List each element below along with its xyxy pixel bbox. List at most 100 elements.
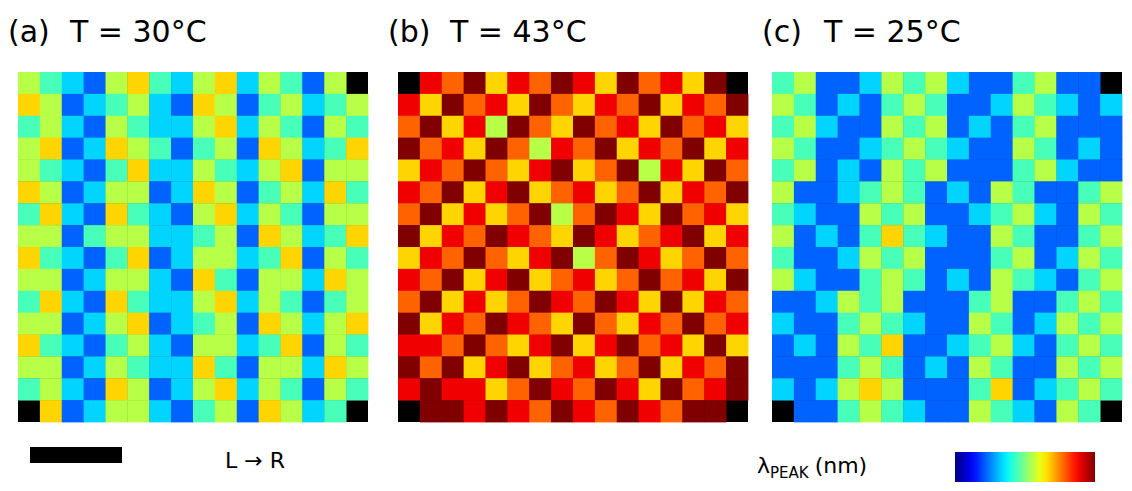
cell xyxy=(682,181,704,203)
cell xyxy=(772,378,794,400)
colorbar-subscript: PEAK xyxy=(770,464,810,482)
cell xyxy=(595,72,617,94)
colorbar: λPEAK(nm) xyxy=(757,452,1095,482)
cell xyxy=(617,225,639,247)
cell xyxy=(62,181,84,203)
cell xyxy=(193,378,215,400)
cell xyxy=(171,116,193,138)
cell xyxy=(507,203,529,225)
cell xyxy=(925,400,947,422)
cell xyxy=(84,291,106,313)
cell xyxy=(171,291,193,313)
cell xyxy=(507,335,529,357)
cell xyxy=(551,225,573,247)
cell xyxy=(171,94,193,116)
cell xyxy=(726,378,748,400)
cell xyxy=(595,94,617,116)
cell xyxy=(18,116,40,138)
cell xyxy=(171,138,193,160)
cell xyxy=(106,138,128,160)
cell xyxy=(617,400,639,422)
cell xyxy=(324,225,346,247)
cell xyxy=(215,335,237,357)
cell xyxy=(237,269,259,291)
cell xyxy=(259,116,281,138)
cell xyxy=(18,269,40,291)
cell xyxy=(881,247,903,269)
cell xyxy=(507,269,529,291)
cell xyxy=(193,247,215,269)
cell xyxy=(215,269,237,291)
cell xyxy=(682,335,704,357)
cell xyxy=(281,313,303,335)
cell xyxy=(442,291,464,313)
cell xyxy=(259,138,281,160)
cell xyxy=(464,247,486,269)
cell xyxy=(925,269,947,291)
cell xyxy=(215,138,237,160)
cell xyxy=(1013,378,1035,400)
cell xyxy=(551,356,573,378)
cell xyxy=(420,225,442,247)
cell xyxy=(816,378,838,400)
cell xyxy=(1100,335,1122,357)
cell xyxy=(193,203,215,225)
cell xyxy=(40,291,62,313)
cell xyxy=(925,313,947,335)
cell xyxy=(40,203,62,225)
cell xyxy=(969,291,991,313)
cell xyxy=(302,335,324,357)
cell xyxy=(398,138,420,160)
cell xyxy=(1056,225,1078,247)
cell xyxy=(40,72,62,94)
cell xyxy=(551,400,573,422)
cell xyxy=(302,313,324,335)
cell xyxy=(281,291,303,313)
cell xyxy=(772,247,794,269)
cell xyxy=(40,356,62,378)
cell xyxy=(1035,72,1057,94)
cell xyxy=(551,160,573,182)
cell xyxy=(1035,291,1057,313)
cell xyxy=(302,269,324,291)
cell xyxy=(860,291,882,313)
cell xyxy=(1078,72,1100,94)
cell xyxy=(969,181,991,203)
cell xyxy=(947,203,969,225)
cell xyxy=(1056,181,1078,203)
cell xyxy=(838,160,860,182)
cell xyxy=(149,291,171,313)
cell xyxy=(442,378,464,400)
cell xyxy=(324,203,346,225)
cell xyxy=(1035,94,1057,116)
cell xyxy=(881,72,903,94)
cell xyxy=(860,203,882,225)
cell xyxy=(838,335,860,357)
cell xyxy=(639,291,661,313)
cell xyxy=(991,378,1013,400)
cell xyxy=(507,181,529,203)
cell xyxy=(398,181,420,203)
cell xyxy=(991,356,1013,378)
cell xyxy=(903,291,925,313)
cell xyxy=(302,160,324,182)
cell xyxy=(1078,160,1100,182)
cell xyxy=(40,225,62,247)
cell xyxy=(346,203,368,225)
cell xyxy=(420,203,442,225)
cell xyxy=(281,116,303,138)
cell xyxy=(84,72,106,94)
cell xyxy=(420,378,442,400)
cell xyxy=(551,203,573,225)
cell xyxy=(84,225,106,247)
cell xyxy=(215,203,237,225)
cell xyxy=(529,72,551,94)
cell xyxy=(18,225,40,247)
cell xyxy=(106,313,128,335)
cell xyxy=(794,72,816,94)
cell xyxy=(420,247,442,269)
cell xyxy=(84,94,106,116)
cell xyxy=(704,378,726,400)
cell xyxy=(62,225,84,247)
cell xyxy=(1100,116,1122,138)
